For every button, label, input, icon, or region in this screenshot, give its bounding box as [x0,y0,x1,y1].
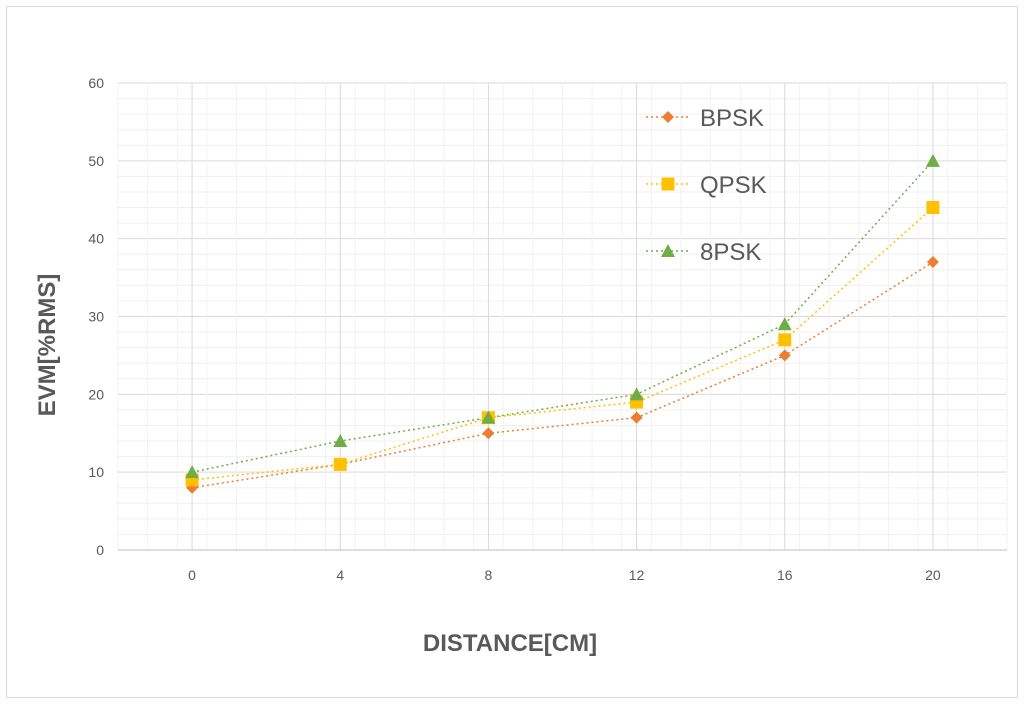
y-tick-label: 60 [88,75,104,91]
data-point-8psk [185,465,200,479]
x-tick-label: 12 [629,567,645,583]
x-tick-label: 4 [336,567,344,583]
data-point-qpsk [333,457,347,471]
grid [117,82,1008,551]
data-point-8psk [333,434,348,448]
series-line-bpsk [191,261,934,489]
chart-frame [6,6,1018,698]
x-tick-labels: 0 4 8 12 16 20 [188,567,941,583]
data-point-bpsk [630,411,643,424]
legend-marker-8psk [661,244,675,257]
x-axis-title: DISTANCE[CM] [423,630,597,657]
legend-marker-bpsk [662,111,674,123]
series-line-8psk [191,160,934,473]
x-tick-label: 20 [925,567,941,583]
y-tick-labels: 0 10 20 30 40 50 60 [88,75,104,558]
y-tick-label: 30 [88,309,104,325]
data-point-bpsk [926,256,939,269]
x-tick-label: 8 [485,567,493,583]
y-tick-label: 0 [96,542,104,558]
legend-label-8psk: 8PSK [700,239,761,266]
y-axis-title: EVM[%RMS] [34,274,61,417]
data-point-8psk [629,387,644,401]
data-point-qpsk [926,201,940,215]
data-point-qpsk [778,333,792,347]
legend-marker-qpsk [661,177,675,191]
data-point-bpsk [482,427,495,440]
series-markers [185,153,940,494]
data-point-bpsk [778,349,791,362]
data-point-8psk [481,410,496,424]
x-tick-label: 16 [777,567,793,583]
series-lines [191,160,934,489]
legend-label-qpsk: QPSK [700,172,767,199]
data-point-8psk [777,317,792,331]
y-tick-label: 50 [88,153,104,169]
data-point-8psk [925,153,940,167]
y-tick-label: 40 [88,231,104,247]
y-tick-label: 10 [88,464,104,480]
x-tick-label: 0 [188,567,196,583]
y-tick-label: 20 [88,386,104,402]
legend-label-bpsk: BPSK [700,105,764,132]
legend: BPSK QPSK 8PSK [646,105,767,266]
